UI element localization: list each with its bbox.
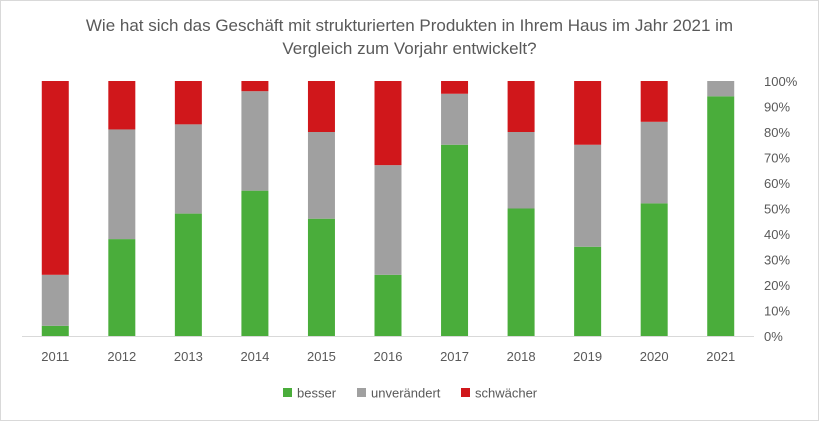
- bar-2020-unverändert: [640, 121, 668, 204]
- bar-2015-unverändert: [307, 132, 335, 219]
- y-tick-label: 50%: [764, 202, 790, 217]
- x-tick-label: 2013: [174, 349, 203, 364]
- bar-2012-unverändert: [108, 129, 136, 240]
- legend: besser unverändert schwächer: [283, 386, 538, 401]
- y-tick-label: 70%: [764, 151, 790, 166]
- bar-2019-schwächer: [574, 81, 602, 145]
- y-tick-label: 60%: [764, 176, 790, 191]
- legend-swatch-unverändert: [357, 388, 366, 397]
- x-tick-label: 2018: [507, 349, 536, 364]
- bar-2017-schwächer: [441, 81, 469, 94]
- legend-label-schwächer: schwächer: [475, 386, 538, 401]
- bar-2016-schwächer: [374, 81, 402, 166]
- legend-label-unverändert: unverändert: [371, 386, 441, 401]
- x-tick-label: 2011: [41, 349, 69, 364]
- bar-2012-schwächer: [108, 81, 136, 130]
- bar-group: [22, 81, 754, 337]
- bar-2013-schwächer: [174, 81, 202, 125]
- bar-2014-unverändert: [241, 91, 269, 191]
- bar-2014-besser: [241, 190, 269, 336]
- chart-title: Wie hat sich das Geschäft mit strukturie…: [0, 14, 819, 60]
- x-tick-label: 2015: [307, 349, 336, 364]
- bar-2017-unverändert: [441, 93, 469, 145]
- chart-title-line-2: Vergleich zum Vorjahr entwickelt?: [282, 39, 537, 58]
- x-tick-label: 2019: [573, 349, 602, 364]
- bar-2011-besser: [41, 325, 69, 336]
- x-tick-label: 2016: [374, 349, 403, 364]
- bar-2011-unverändert: [41, 274, 69, 326]
- bar-2021-besser: [707, 96, 735, 336]
- bar-2014-schwächer: [241, 81, 269, 92]
- bar-2018-besser: [507, 208, 535, 336]
- bar-2013-besser: [174, 213, 202, 336]
- legend-swatch-besser: [283, 388, 292, 397]
- y-tick-label: 90%: [764, 100, 790, 115]
- bar-2017-besser: [441, 144, 469, 336]
- legend-label-besser: besser: [297, 386, 337, 401]
- bar-2018-schwächer: [507, 81, 535, 132]
- bar-2020-besser: [640, 203, 668, 336]
- y-tick-label: 20%: [764, 278, 790, 293]
- legend-swatch-schwächer: [461, 388, 470, 397]
- bar-2016-besser: [374, 274, 402, 336]
- bar-2013-unverändert: [174, 124, 202, 214]
- y-axis-ticks: 0% 10% 20% 30% 40% 50% 60% 70% 80% 90% 100%: [764, 74, 798, 344]
- bar-2021-unverändert: [707, 81, 735, 97]
- x-tick-label: 2014: [240, 349, 269, 364]
- y-tick-label: 10%: [764, 304, 790, 319]
- x-axis-ticks: 2011 2012 2013 2014 2015 2016 2017 2018 2019 2020…: [41, 349, 735, 364]
- y-tick-label: 0%: [764, 329, 783, 344]
- bar-2019-unverändert: [574, 144, 602, 247]
- bar-2015-besser: [307, 218, 335, 336]
- y-tick-label: 80%: [764, 125, 790, 140]
- y-tick-label: 40%: [764, 227, 790, 242]
- bar-2015-schwächer: [307, 81, 335, 132]
- x-tick-label: 2012: [107, 349, 136, 364]
- bar-2011-schwächer: [41, 81, 69, 275]
- x-tick-label: 2020: [640, 349, 669, 364]
- chart-title-line-1: Wie hat sich das Geschäft mit strukturie…: [85, 16, 734, 35]
- x-tick-label: 2021: [706, 349, 735, 364]
- y-tick-label: 30%: [764, 253, 790, 268]
- bar-2012-besser: [108, 239, 136, 336]
- bar-2019-besser: [574, 246, 602, 336]
- y-tick-label: 100%: [764, 74, 798, 89]
- bar-2016-unverändert: [374, 165, 402, 275]
- bar-2018-unverändert: [507, 132, 535, 209]
- x-tick-label: 2017: [440, 349, 469, 364]
- bar-2020-schwächer: [640, 81, 668, 122]
